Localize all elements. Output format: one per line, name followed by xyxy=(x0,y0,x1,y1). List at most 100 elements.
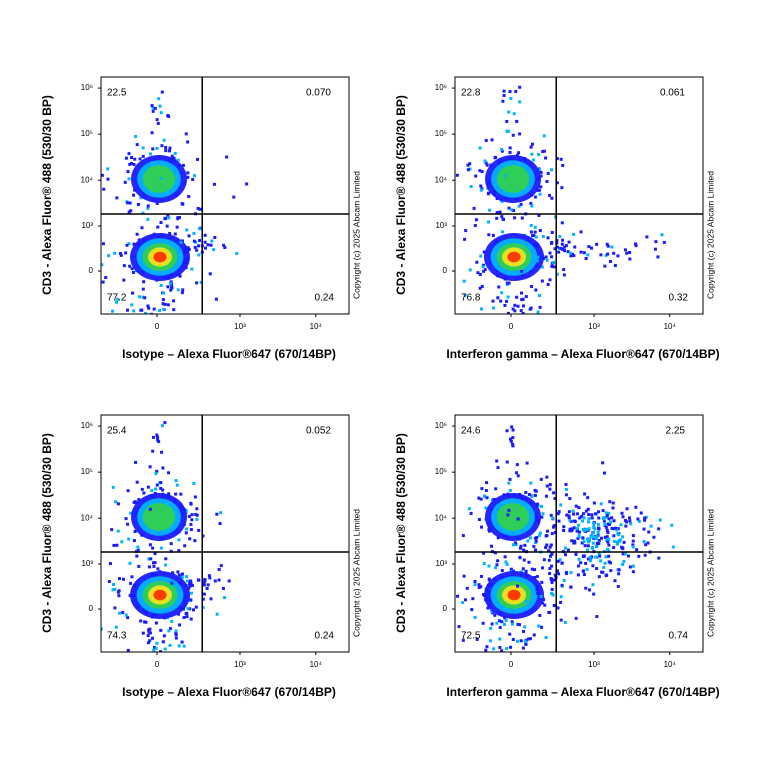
event-dot xyxy=(595,545,599,549)
event-dot xyxy=(556,559,560,563)
event-dot xyxy=(614,526,618,530)
event-dot xyxy=(581,536,585,540)
event-dot xyxy=(605,242,609,246)
event-dot xyxy=(502,93,506,97)
event-dot xyxy=(202,583,206,587)
event-dot xyxy=(587,517,591,521)
event-dot xyxy=(627,516,631,520)
event-dot xyxy=(489,544,493,548)
event-dot xyxy=(611,501,615,505)
event-dot xyxy=(167,216,171,220)
event-dot xyxy=(537,188,541,192)
event-dot xyxy=(671,545,675,549)
event-dot xyxy=(582,573,586,577)
event-dot xyxy=(477,496,481,500)
y-tick-label: 10⁴ xyxy=(435,175,448,184)
event-dot xyxy=(607,549,611,553)
event-dot xyxy=(553,573,557,577)
event-dot xyxy=(203,233,207,237)
quadrant-percent: 0.24 xyxy=(315,631,335,642)
event-dot xyxy=(195,517,199,521)
event-dot xyxy=(537,294,541,298)
event-dot xyxy=(491,299,495,303)
event-dot xyxy=(513,309,517,313)
event-dot xyxy=(467,507,471,511)
event-dot xyxy=(184,247,188,251)
event-dot xyxy=(503,616,507,620)
event-dot xyxy=(561,247,565,251)
event-dot xyxy=(127,242,131,246)
event-dot xyxy=(179,492,183,496)
event-dot xyxy=(499,299,503,303)
event-dot xyxy=(561,238,565,242)
event-dot xyxy=(517,623,521,627)
event-dot xyxy=(136,548,140,552)
event-dot xyxy=(131,291,135,295)
event-dot xyxy=(162,634,166,638)
event-dot xyxy=(172,156,176,160)
event-dot xyxy=(189,522,193,526)
event-dot xyxy=(657,527,661,531)
event-dot xyxy=(508,90,512,94)
event-dot xyxy=(550,591,554,595)
event-dot xyxy=(653,247,657,251)
event-dot xyxy=(523,639,527,643)
event-dot xyxy=(518,492,522,496)
event-dot xyxy=(556,606,560,610)
event-dot xyxy=(195,248,199,252)
event-dot xyxy=(101,263,104,267)
event-dot xyxy=(473,224,477,228)
event-dot xyxy=(660,233,664,237)
event-dot xyxy=(163,68,166,71)
event-dot xyxy=(586,544,590,548)
event-dot xyxy=(559,157,563,161)
event-dot xyxy=(545,543,549,547)
event-dot xyxy=(498,637,502,641)
event-dot xyxy=(185,654,188,657)
event-dot xyxy=(612,519,616,523)
event-dot xyxy=(132,193,136,197)
event-dot xyxy=(143,311,147,314)
event-dot xyxy=(598,554,602,558)
event-dot xyxy=(507,481,511,485)
event-dot xyxy=(129,511,133,515)
event-dot xyxy=(475,260,479,264)
event-dot xyxy=(545,494,549,498)
event-dot xyxy=(564,546,568,550)
event-dot xyxy=(527,493,531,497)
event-dot xyxy=(608,500,612,504)
event-dot xyxy=(495,621,499,625)
event-dot xyxy=(509,439,513,443)
y-axis-label: CD3 - Alexa Fluor® 488 (530/30 BP) xyxy=(394,433,408,633)
density xyxy=(496,165,530,193)
event-dot xyxy=(146,485,150,489)
events xyxy=(101,421,231,657)
event-dot xyxy=(545,180,549,184)
event-dot xyxy=(609,259,613,263)
event-dot xyxy=(129,209,133,213)
event-dot xyxy=(205,586,209,590)
event-dot xyxy=(501,99,505,103)
event-dot xyxy=(203,577,207,581)
event-dot xyxy=(594,537,598,541)
event-dot xyxy=(580,514,584,518)
x-tick-label: 0 xyxy=(509,322,514,331)
event-dot xyxy=(184,531,188,535)
event-dot xyxy=(139,196,143,200)
event-dot xyxy=(117,589,121,593)
event-dot xyxy=(584,586,588,590)
quadrant-percent: 2.25 xyxy=(666,426,686,437)
event-dot xyxy=(538,613,542,617)
event-dot xyxy=(474,174,478,178)
event-dot xyxy=(583,492,587,496)
event-dot xyxy=(511,442,515,446)
event-dot xyxy=(111,309,115,313)
event-dot xyxy=(141,295,145,299)
event-dot xyxy=(473,579,477,583)
event-dot xyxy=(465,586,469,590)
event-dot xyxy=(535,536,539,540)
event-dot xyxy=(539,174,543,178)
event-dot xyxy=(168,146,172,150)
event-dot xyxy=(126,616,130,620)
event-dot xyxy=(476,271,480,275)
